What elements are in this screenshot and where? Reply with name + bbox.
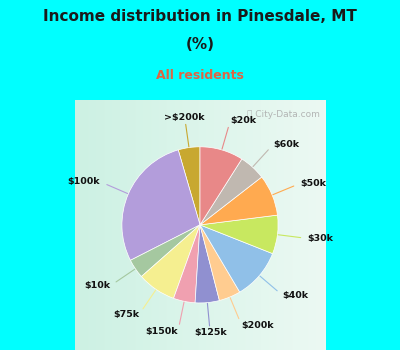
Wedge shape (200, 159, 262, 225)
Wedge shape (200, 177, 278, 225)
Wedge shape (122, 150, 200, 260)
Text: $150k: $150k (145, 327, 178, 336)
Text: $125k: $125k (194, 328, 226, 337)
Wedge shape (130, 225, 200, 276)
Text: $20k: $20k (230, 116, 256, 125)
Wedge shape (200, 225, 272, 292)
Wedge shape (142, 225, 200, 298)
Wedge shape (200, 147, 242, 225)
Text: $40k: $40k (282, 291, 309, 300)
Text: $30k: $30k (308, 234, 334, 243)
Text: >$200k: >$200k (164, 113, 205, 122)
Wedge shape (178, 147, 200, 225)
Wedge shape (200, 225, 240, 301)
Wedge shape (174, 225, 200, 303)
Text: $75k: $75k (113, 310, 139, 319)
Wedge shape (195, 225, 220, 303)
Text: $100k: $100k (68, 177, 100, 186)
Text: All residents: All residents (156, 69, 244, 82)
Text: $60k: $60k (273, 140, 299, 149)
Text: $10k: $10k (84, 281, 110, 290)
Wedge shape (200, 215, 278, 254)
Text: $50k: $50k (300, 179, 326, 188)
Text: ⓘ City-Data.com: ⓘ City-Data.com (247, 110, 320, 119)
Text: Income distribution in Pinesdale, MT: Income distribution in Pinesdale, MT (43, 9, 357, 24)
Text: (%): (%) (186, 37, 214, 52)
Text: $200k: $200k (242, 321, 274, 330)
